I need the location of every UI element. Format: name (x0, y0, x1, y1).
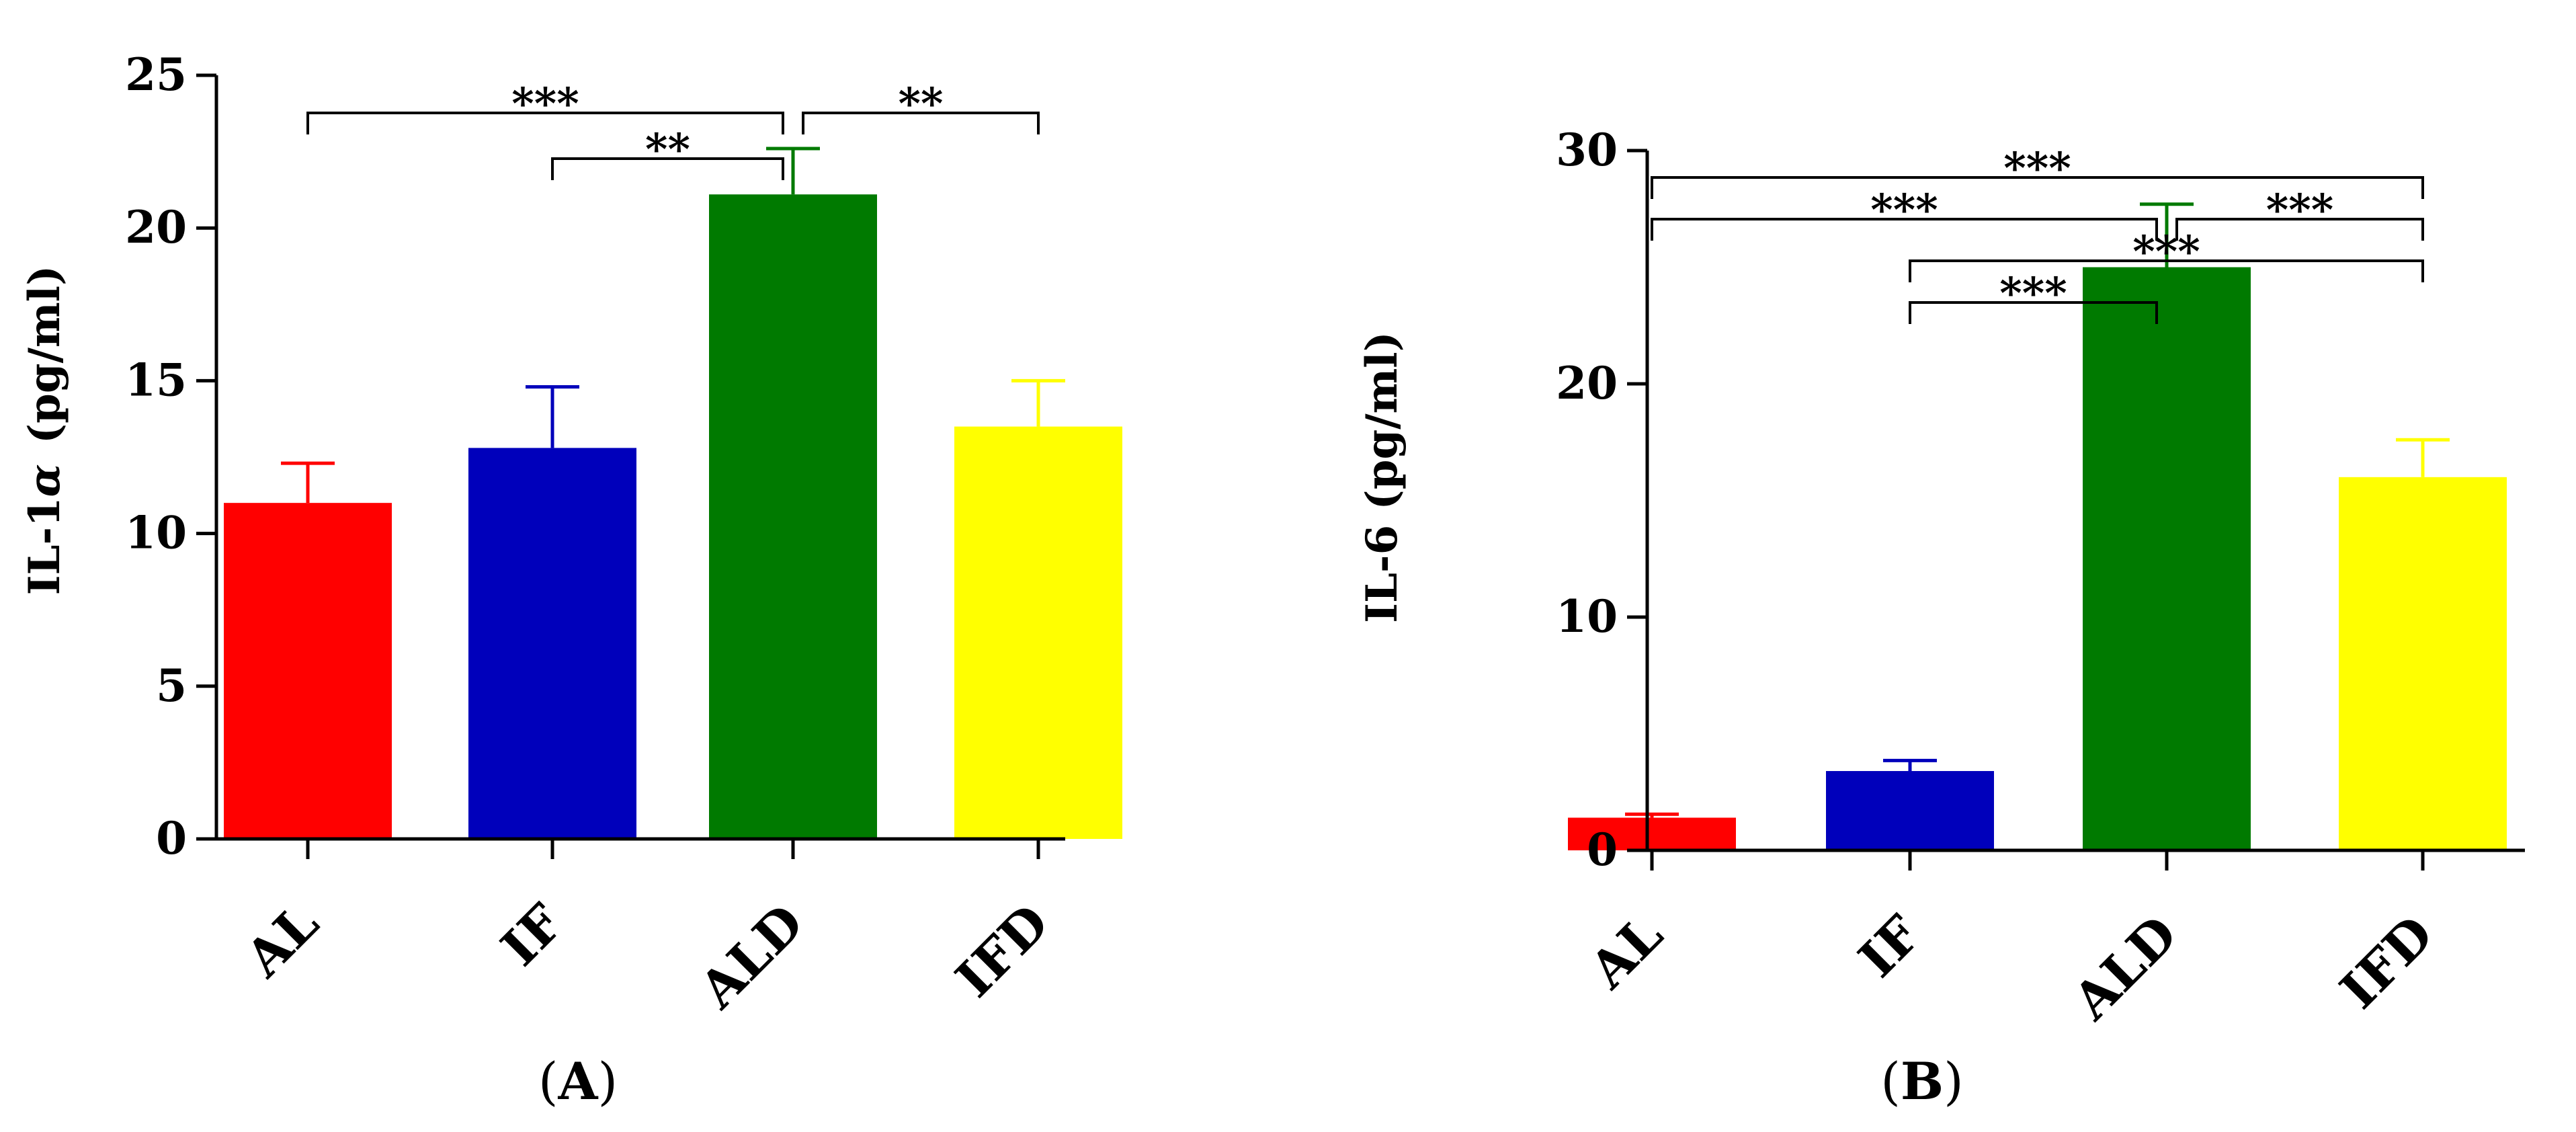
y-axis-title-greek-a: α (19, 464, 70, 497)
x-tick-label-b-al: AL (1578, 904, 1674, 1000)
panel-letter-a: A (558, 1051, 599, 1111)
y-tick-label-b-0: 0 (1587, 823, 1618, 876)
x-tick-label-a-if: IF (489, 893, 574, 977)
significance-label-b-1: *** (1870, 185, 1938, 235)
y-axis-title-b: IL-6 (pg/ml) (1357, 331, 1407, 623)
y-tick-label-a-25: 25 (125, 48, 187, 101)
chart-panel-a: AL IF ALD IFD0510152025IL-1α(pg/ml)*******(… (19, 48, 1122, 1111)
bar-b-if (1826, 771, 1994, 850)
panel-label-b: (B) (1880, 1051, 1964, 1111)
significance-label-b-4: *** (1999, 268, 2067, 319)
significance-bracket-b-4 (1909, 301, 2158, 324)
y-tick-label-a-0: 0 (156, 812, 187, 864)
bar-a-al (224, 503, 392, 839)
y-tick-label-a-5: 5 (156, 659, 187, 712)
significance-bracket-a-0 (306, 112, 784, 134)
significance-bracket-a-1 (551, 157, 784, 180)
significance-label-a-1: ** (645, 124, 690, 175)
significance-bracket-a-2 (802, 112, 1040, 134)
bar-b-ifd (2339, 477, 2507, 850)
bar-a-if (468, 448, 636, 839)
bar-a-ald (709, 194, 877, 839)
bar-b-al (1568, 817, 1736, 850)
x-tick-label-a-ifd: IFD (944, 893, 1061, 1009)
y-tick-label-a-10: 10 (125, 507, 187, 559)
significance-label-b-2: *** (2266, 185, 2333, 235)
bar-a-ifd (954, 426, 1122, 839)
significance-label-a-2: ** (899, 79, 944, 129)
y-axis-title-a: IL-1α (pg/ml) (19, 266, 70, 596)
significance-label-a-0: *** (511, 79, 579, 129)
panel-label-a: (A) (538, 1051, 618, 1111)
x-tick-label-b-ald: ALD (2061, 904, 2189, 1032)
x-tick-label-b-if: IF (1847, 904, 1931, 989)
y-axis-title-unit-a: (pg/ml) (19, 266, 70, 444)
significance-bracket-b-0 (1651, 176, 2424, 199)
y-axis-title-main-a: IL-1 (19, 497, 70, 595)
chart-panel-b: AL IF ALD IFD 0 10 20 30 IL-6 (pg/ml) *** *** *** **… (1357, 124, 2525, 1111)
x-tick-label-a-al: AL (234, 893, 330, 989)
y-tick-label-b-10: 10 (1556, 590, 1618, 643)
significance-label-b-0: *** (2003, 143, 2071, 194)
y-tick-label-b-20: 20 (1556, 357, 1618, 409)
significance-label-b-3: *** (2132, 227, 2200, 277)
bar-b-ald (2083, 267, 2251, 850)
y-tick-label-a-20: 20 (125, 201, 187, 253)
significance-bracket-b-2 (2175, 218, 2424, 241)
x-tick-label-a-ald: ALD (688, 893, 815, 1020)
panel-letter-b: B (1901, 1051, 1944, 1111)
significance-bracket-b-1 (1651, 218, 2158, 241)
x-tick-label-b-ifd: IFD (2329, 904, 2445, 1020)
y-tick-label-b-30: 30 (1556, 124, 1618, 176)
significance-bracket-b-3 (1909, 259, 2424, 282)
y-tick-label-a-15: 15 (125, 354, 187, 406)
